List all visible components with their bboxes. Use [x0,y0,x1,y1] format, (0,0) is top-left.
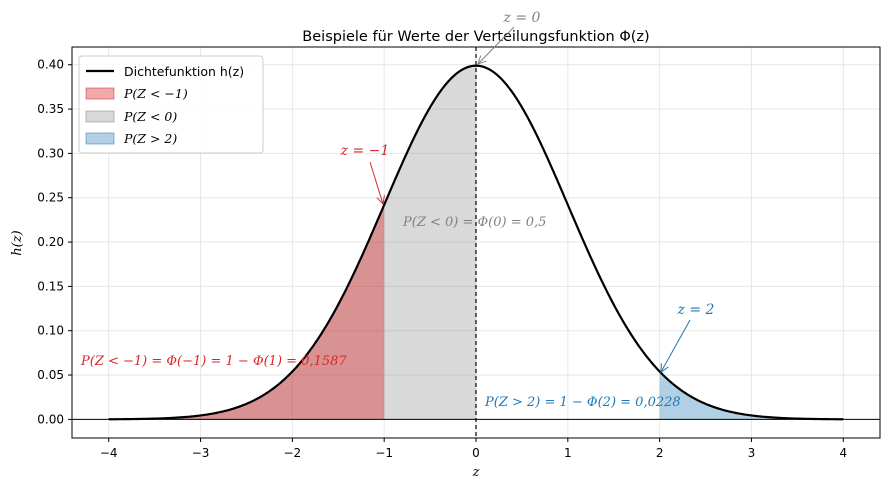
p-z-less-minus1-text: P(Z < −1) = Φ(−1) = 1 − Φ(1) = 0,1587 [80,354,347,369]
x-tick-label-5: 1 [564,446,572,460]
x-tick-label-1: −3 [192,446,210,460]
x-tick-label-3: −1 [375,446,393,460]
legend-blue-label: P(Z > 2) [123,131,177,146]
y-axis-label: h(z) [10,230,25,255]
x-axis-label: z [472,465,480,480]
x-tick-label-4: 0 [472,446,480,460]
y-tick-label-5: 0.25 [37,191,64,205]
p-z-less-minus1-fill [108,204,385,420]
x-tick-label-0: −4 [100,446,118,460]
z0-annotation-arrow [478,26,515,64]
y-tick-label-8: 0.40 [37,58,64,72]
legend-blue-swatch [85,132,115,145]
x-tick-label-6: 2 [656,446,664,460]
y-tick-label-4: 0.20 [37,235,64,249]
p-z-greater-2-fill [659,371,844,420]
y-tick-label-3: 0.15 [37,279,64,293]
y-tick-label-6: 0.30 [37,146,64,160]
density-curve [108,64,844,421]
z0-annotation: z = 0 [503,10,541,26]
p-z-less-0-fill [108,65,477,420]
legend-box [78,55,264,154]
zminus1-annotation: z = −1 [340,143,390,159]
legend-curve-label: Dichtefunktion h(z) [124,64,244,79]
legend-red-label: P(Z < −1) [123,86,188,101]
legend: Dichtefunktion h(z) P(Z < −1) P(Z < 0) P… [78,55,264,154]
zminus1-annotation-arrow [369,161,383,204]
legend-gray-label: P(Z < 0) [123,109,177,124]
y-tick-label-1: 0.05 [37,368,64,382]
p-z-greater-2-text: P(Z > 2) = 1 − Φ(2) = 0,0228 [484,395,681,410]
x-tick-label-8: 4 [839,446,847,460]
p-z-less-0-text: P(Z < 0) = Φ(0) = 0,5 [402,215,546,230]
x-tick-label-2: −2 [284,446,302,460]
x-tick-label-7: 3 [748,446,756,460]
z2-annotation-arrow [661,319,691,372]
z2-annotation: z = 2 [677,302,715,318]
legend-gray-swatch [85,110,115,123]
y-tick-label-7: 0.35 [37,102,64,116]
chart-title: Beispiele für Werte der Verteilungsfunkt… [302,29,649,45]
legend-red-swatch [85,87,115,100]
y-tick-label-2: 0.10 [37,324,64,338]
y-tick-label-0: 0.00 [37,412,64,426]
shaded-regions [108,65,844,420]
axis-ticks: −4 −3 −2 −1 0 1 2 3 4 0.00 0.05 0.10 0.15 0.20 0.25 0.3… [37,58,847,460]
